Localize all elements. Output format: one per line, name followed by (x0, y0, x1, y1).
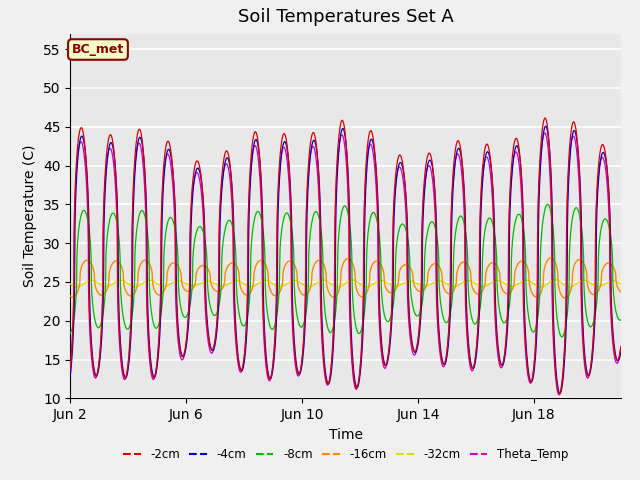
X-axis label: Time: Time (328, 428, 363, 442)
Title: Soil Temperatures Set A: Soil Temperatures Set A (237, 9, 454, 26)
Y-axis label: Soil Temperature (C): Soil Temperature (C) (24, 145, 38, 287)
Legend: -2cm, -4cm, -8cm, -16cm, -32cm, Theta_Temp: -2cm, -4cm, -8cm, -16cm, -32cm, Theta_Te… (118, 443, 573, 466)
Text: BC_met: BC_met (72, 43, 124, 56)
